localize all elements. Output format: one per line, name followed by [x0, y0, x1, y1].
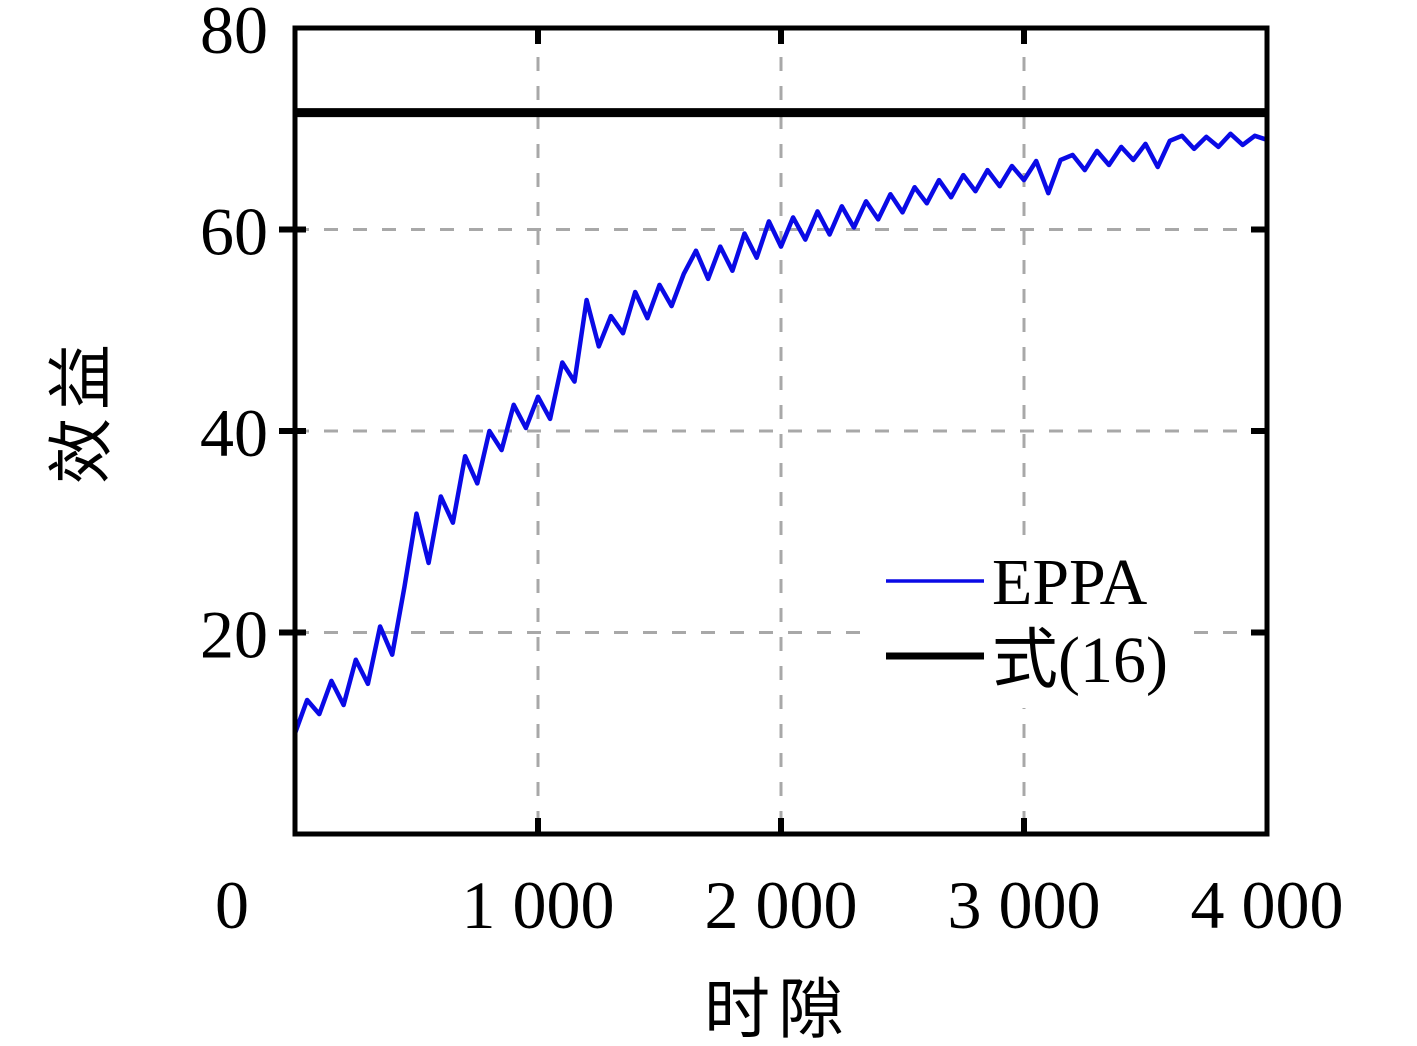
legend-label-equation-16: 式(16) [992, 624, 1168, 697]
y-tick-label: 40 [200, 395, 268, 471]
y-axis-title: 效益 [46, 336, 119, 484]
axis-ticks [279, 28, 1267, 834]
eppa-curve [292, 131, 1270, 736]
y-tick-label: 60 [200, 194, 268, 270]
legend-label-eppa: EPPA [992, 546, 1148, 619]
x-tick-label: 0 [215, 867, 249, 943]
x-tick-label: 2 000 [705, 867, 858, 943]
x-axis-title: 时隙 [704, 974, 852, 1046]
legend: EPPA 式(16) [868, 545, 1186, 708]
x-tick-label: 1 000 [462, 867, 615, 943]
x-tick-label: 4 000 [1191, 867, 1344, 943]
x-tick-label: 3 000 [948, 867, 1101, 943]
y-tick-labels: 20 40 60 80 [200, 0, 268, 673]
y-tick-label: 80 [200, 0, 268, 68]
legend-background [868, 545, 1186, 708]
y-tick-label: 20 [200, 597, 268, 673]
x-tick-labels: 0 1 000 2 000 3 000 4 000 [215, 867, 1344, 943]
